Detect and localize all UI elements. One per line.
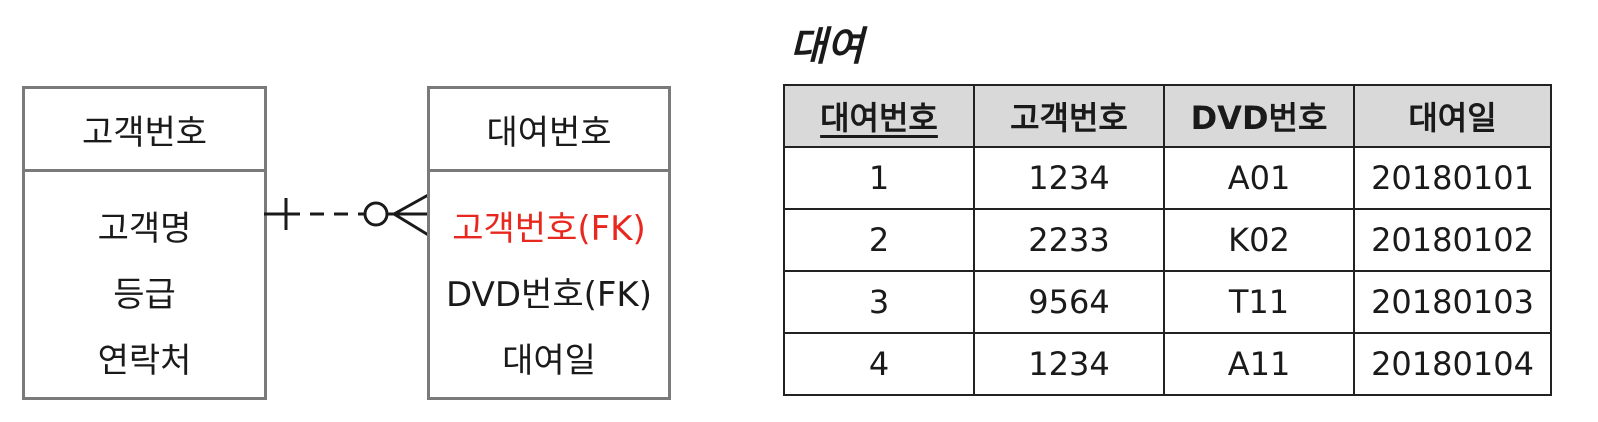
table-cell: A11 [1163,332,1355,396]
table-cell: K02 [1163,208,1355,272]
rental-entity: 대여번호 고객번호(FK) DVD번호(FK) 대여일 [427,86,671,400]
column-header-rental-no: 대여번호 [783,84,975,148]
customer-attr-grade: 등급 [113,275,176,315]
table-cell: 2 [783,208,975,272]
table-row: 3 9564 T11 20180103 [783,270,1552,334]
table-cell: 4 [783,332,975,396]
rental-attr-date: 대여일 [502,341,596,381]
column-header-customer-no: 고객번호 [973,84,1165,148]
column-header-rental-date: 대여일 [1353,84,1552,148]
relationship-line [264,192,434,238]
customer-entity: 고객번호 고객명 등급 연락처 [22,86,267,400]
table-cell: 20180101 [1353,146,1552,210]
table-cell: 9564 [973,270,1165,334]
rental-entity-key: 대여번호 [430,89,668,172]
table-cell: 1234 [973,146,1165,210]
table-cell: T11 [1163,270,1355,334]
primary-key-label: 대여번호 [820,99,938,137]
rental-entity-attributes: 고객번호(FK) DVD번호(FK) 대여일 [430,172,668,404]
rental-table: 대여번호 고객번호 DVD번호 대여일 1 1234 A01 20180101 … [783,84,1552,396]
table-cell: 2233 [973,208,1165,272]
customer-entity-key: 고객번호 [25,89,264,172]
table-cell: 1 [783,146,975,210]
customer-entity-attributes: 고객명 등급 연락처 [25,172,264,404]
table-cell: A01 [1163,146,1355,210]
table-row: 4 1234 A11 20180104 [783,332,1552,396]
column-header-dvd-no: DVD번호 [1163,84,1355,148]
rental-attr-customer-fk: 고객번호(FK) [452,209,646,249]
rental-attr-dvd-fk: DVD번호(FK) [446,275,652,315]
customer-attr-name: 고객명 [97,209,192,249]
table-cell: 3 [783,270,975,334]
table-cell: 20180102 [1353,208,1552,272]
customer-attr-contact: 연락처 [97,341,192,381]
table-row: 2 2233 K02 20180102 [783,208,1552,272]
table-cell: 1234 [973,332,1165,396]
table-cell: 20180104 [1353,332,1552,396]
table-title: 대여 [790,24,864,70]
zero-circle-icon [363,201,389,227]
table-row: 1 1234 A01 20180101 [783,146,1552,210]
table-cell: 20180103 [1353,270,1552,334]
table-header-row: 대여번호 고객번호 DVD번호 대여일 [783,84,1552,148]
